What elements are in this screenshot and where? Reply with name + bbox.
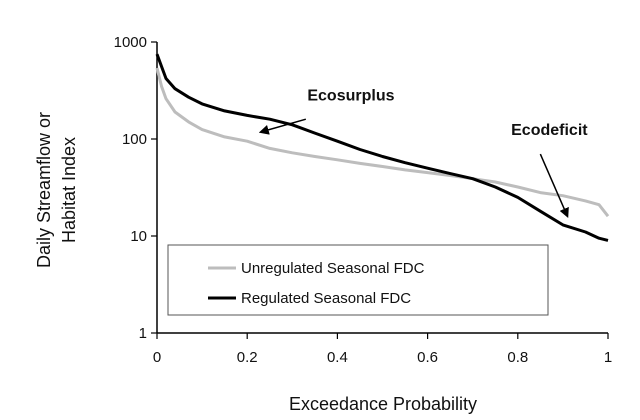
- series-line-unregulated: [155, 67, 610, 218]
- plot-area: [156, 42, 608, 334]
- series-line-regulated: [155, 53, 609, 242]
- y-axis-label-line-2: Habitat Index: [59, 137, 79, 243]
- y-tick-label: 1: [139, 325, 147, 342]
- ecosurplus-arrow: [258, 118, 307, 135]
- y-tick-label: 1000: [114, 34, 147, 51]
- x-axis-label: Exceedance Probability: [289, 394, 477, 414]
- axis-ticks: 0 0.2 0.4 0.6 0.8 1 1 10 100 1000: [114, 34, 613, 366]
- y-tick-label: 10: [130, 228, 147, 245]
- y-tick-label: 100: [122, 131, 147, 148]
- x-tick-label: 0.8: [507, 349, 528, 366]
- x-tick-label: 0: [153, 349, 161, 366]
- annotations: Ecosurplus Ecodeficit: [258, 87, 588, 219]
- x-tick-label: 0.6: [417, 349, 438, 366]
- legend-entry: Unregulated Seasonal FDC: [241, 260, 425, 277]
- ecosurplus-label: Ecosurplus: [307, 87, 394, 104]
- series-layer: [155, 53, 610, 242]
- legend-box: [167, 244, 549, 316]
- legend-entry: Regulated Seasonal FDC: [241, 290, 411, 307]
- x-tick-label: 0.2: [237, 349, 258, 366]
- y-axis-label-line-1: Daily Streamflow or: [34, 112, 54, 268]
- ecodeficit-label: Ecodeficit: [511, 122, 588, 139]
- legend: Unregulated Seasonal FDC Regulated Season…: [167, 244, 549, 316]
- ecodeficit-arrow: [539, 153, 569, 219]
- y-axis-label: Daily Streamflow or Habitat Index: [34, 112, 79, 268]
- x-tick-label: 1: [604, 349, 612, 366]
- x-tick-label: 0.4: [327, 349, 348, 366]
